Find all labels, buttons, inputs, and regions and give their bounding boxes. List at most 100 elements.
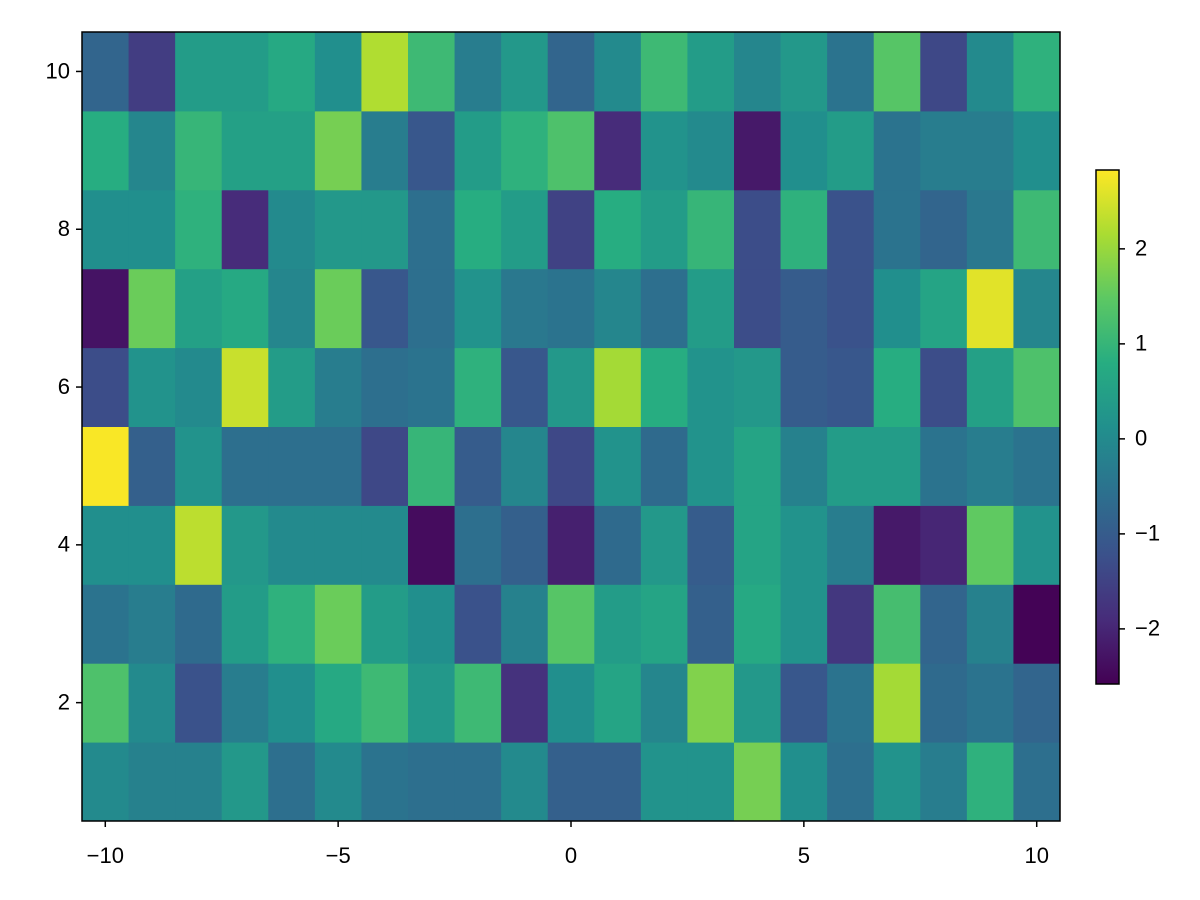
heatmap-cell — [780, 663, 828, 743]
heatmap-cell — [687, 268, 735, 349]
heatmap-cell — [501, 189, 549, 270]
heatmap-cell — [640, 584, 688, 664]
heatmap-cell — [454, 32, 502, 112]
heatmap-cell — [873, 189, 921, 270]
heatmap-cell — [640, 663, 688, 743]
heatmap-cell — [687, 742, 735, 822]
colorbar-tick-label: −2 — [1135, 616, 1160, 641]
heatmap-cell — [268, 426, 316, 506]
heatmap-cell — [454, 584, 502, 664]
heatmap-cell — [920, 742, 968, 822]
heatmap-cell — [175, 189, 223, 270]
heatmap-cell — [687, 505, 735, 585]
heatmap-cell — [454, 268, 502, 349]
heatmap-cell — [1013, 663, 1061, 743]
x-tick-label: 10 — [1024, 843, 1048, 868]
heatmap-cell — [966, 110, 1014, 191]
heatmap-cell — [966, 32, 1014, 112]
heatmap-cell — [594, 426, 642, 506]
heatmap-cell — [547, 663, 595, 743]
heatmap-cell — [221, 32, 269, 112]
heatmap-cell — [454, 742, 502, 822]
heatmap-cell — [314, 268, 362, 349]
heatmap-cell — [547, 110, 595, 191]
heatmap-cell — [687, 426, 735, 506]
heatmap-cell — [873, 426, 921, 506]
heatmap-cell — [361, 347, 409, 427]
heatmap-cell — [780, 32, 828, 112]
x-tick-label: −10 — [87, 843, 124, 868]
heatmap-cell — [361, 584, 409, 664]
heatmap-cell — [966, 347, 1014, 427]
heatmap-cell — [594, 663, 642, 743]
heatmap-cell — [827, 110, 875, 191]
heatmap-cell — [175, 742, 223, 822]
heatmap-cell — [920, 426, 968, 506]
heatmap-cell — [687, 584, 735, 664]
heatmap-cell — [128, 268, 176, 349]
heatmap-cell — [175, 347, 223, 427]
heatmap-cell — [361, 742, 409, 822]
heatmap-cell — [547, 32, 595, 112]
heatmap-cell — [501, 505, 549, 585]
heatmap-cell — [547, 742, 595, 822]
heatmap-cell — [314, 742, 362, 822]
heatmap-cell — [82, 584, 130, 664]
heatmap-cell — [873, 32, 921, 112]
heatmap-cell — [780, 347, 828, 427]
heatmap-cell — [268, 268, 316, 349]
heatmap-cell — [547, 189, 595, 270]
heatmap-cell — [594, 189, 642, 270]
heatmap-cell — [827, 663, 875, 743]
heatmap-cell — [82, 110, 130, 191]
heatmap-cell — [687, 663, 735, 743]
heatmap-cell — [640, 505, 688, 585]
heatmap-cell — [361, 505, 409, 585]
heatmap-cell — [873, 505, 921, 585]
heatmap-cell — [268, 742, 316, 822]
heatmap-cell — [920, 110, 968, 191]
heatmap-cell — [640, 32, 688, 112]
heatmap-cell — [873, 110, 921, 191]
heatmap-cell — [1013, 268, 1061, 349]
heatmap-cell — [408, 505, 456, 585]
heatmap-cell — [780, 584, 828, 664]
heatmap-cell — [501, 742, 549, 822]
heatmap-cell — [640, 426, 688, 506]
heatmap-cell — [408, 32, 456, 112]
heatmap-cell — [175, 663, 223, 743]
heatmap-cell — [501, 584, 549, 664]
heatmap-cell — [1013, 189, 1061, 270]
x-tick-label: 5 — [798, 843, 810, 868]
colorbar-tick-label: −1 — [1135, 521, 1160, 546]
y-tick-label: 8 — [58, 216, 70, 241]
heatmap-cell — [221, 426, 269, 506]
heatmap-cell — [221, 584, 269, 664]
heatmap-cell — [547, 505, 595, 585]
heatmap-cell — [873, 347, 921, 427]
heatmap-cell — [780, 110, 828, 191]
heatmap-cell — [734, 584, 782, 664]
heatmap-cell — [827, 742, 875, 822]
heatmap-cell — [827, 189, 875, 270]
heatmap-cell — [361, 663, 409, 743]
heatmap-cell — [175, 584, 223, 664]
heatmap-cell — [966, 189, 1014, 270]
heatmap-cell — [221, 505, 269, 585]
heatmap-cell — [920, 505, 968, 585]
heatmap-cell — [82, 189, 130, 270]
heatmap-cell — [314, 347, 362, 427]
heatmap-cell — [547, 584, 595, 664]
heatmap-cell — [221, 268, 269, 349]
heatmap-cell — [314, 189, 362, 270]
heatmap-cell — [82, 32, 130, 112]
heatmap-cell — [501, 32, 549, 112]
heatmap-cell — [594, 268, 642, 349]
heatmap-cell — [408, 584, 456, 664]
heatmap-cell — [82, 663, 130, 743]
heatmap-cell — [920, 663, 968, 743]
heatmap-cell — [827, 32, 875, 112]
heatmap-cell — [873, 663, 921, 743]
heatmap-cell — [827, 584, 875, 664]
heatmap-cell — [594, 110, 642, 191]
